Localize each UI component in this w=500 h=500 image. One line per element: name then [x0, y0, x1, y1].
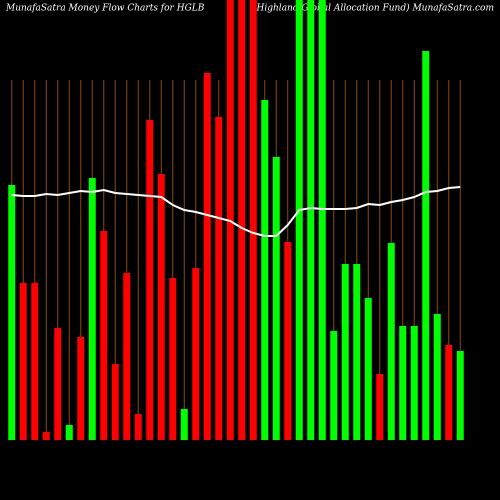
bar: [157, 174, 165, 440]
bar: [180, 409, 188, 440]
bar: [100, 231, 108, 440]
bar: [399, 326, 407, 440]
bar: [238, 0, 246, 440]
bar: [422, 51, 430, 440]
bar: [42, 432, 50, 440]
bar: [249, 0, 257, 440]
bar: [215, 117, 223, 440]
bar: [433, 314, 441, 440]
bar: [146, 120, 154, 440]
bar: [8, 185, 16, 440]
bar: [341, 264, 349, 440]
bar: [31, 283, 39, 440]
bar: [295, 0, 303, 440]
bar: [77, 337, 85, 440]
bar: [261, 100, 269, 440]
bar: [88, 178, 96, 440]
bar: [445, 345, 453, 440]
bar: [387, 243, 395, 440]
bar: [272, 157, 280, 440]
bar: [330, 331, 338, 440]
chart-subtitle: (Highland Global Allocation Fund) Munafa…: [253, 3, 494, 14]
bar: [307, 0, 315, 440]
bar: [192, 268, 200, 440]
bar: [19, 283, 27, 440]
plot-area: [8, 0, 464, 440]
bar: [284, 242, 292, 440]
bar: [410, 326, 418, 440]
bar: [203, 73, 211, 440]
chart-title: MunafaSatra Money Flow Charts for HGLB: [5, 4, 205, 14]
bar: [123, 273, 131, 440]
money-flow-line: [11, 186, 461, 237]
bar: [376, 374, 384, 440]
bar: [54, 328, 62, 440]
bar: [318, 0, 326, 440]
bar: [353, 264, 361, 440]
bar: [65, 425, 73, 440]
bar: [169, 278, 177, 440]
bar: [456, 351, 464, 440]
bar: [134, 414, 142, 440]
bar: [364, 298, 372, 440]
bar: [111, 364, 119, 440]
